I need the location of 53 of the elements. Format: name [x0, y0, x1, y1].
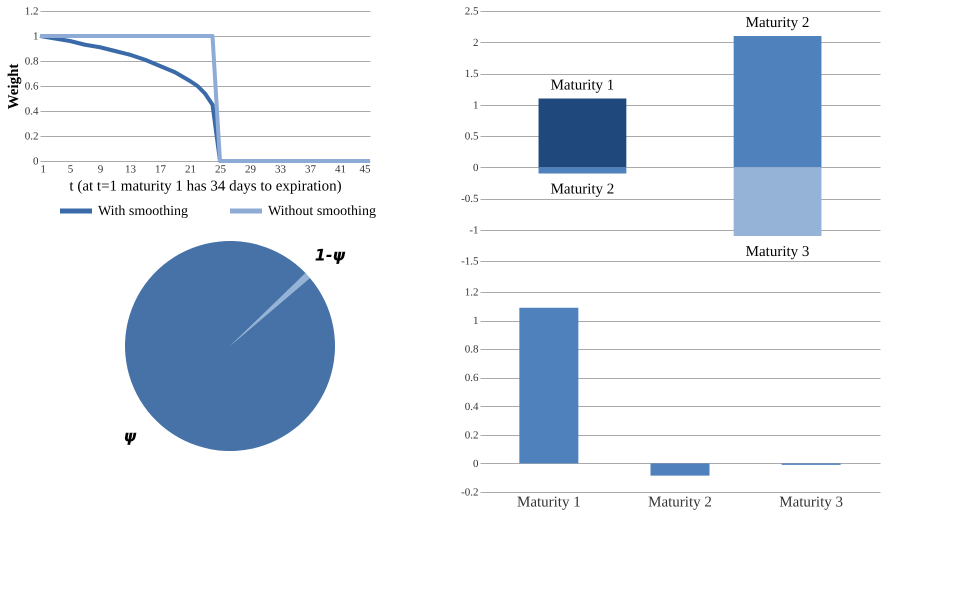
y-tick-label: 2	[473, 36, 478, 49]
x-tick-label: Maturity 3	[779, 494, 844, 510]
bar	[734, 167, 822, 236]
y-tick-label: 2.5	[464, 6, 479, 18]
slice-label: ψ	[124, 426, 137, 446]
x-tick-label: 21	[185, 164, 196, 176]
y-tick-label: 0.5	[464, 130, 479, 142]
bar	[538, 167, 626, 174]
y-tick-label: -0.2	[461, 486, 478, 498]
y-tick-label: -1	[469, 224, 478, 236]
x-tick-label: 29	[245, 164, 256, 176]
bar	[538, 98, 626, 168]
x-tick-label: Maturity 2	[648, 494, 712, 510]
x-tick-label: 9	[98, 164, 104, 176]
x-tick-label: 17	[155, 164, 166, 176]
x-axis-title: t (at t=1 maturity 1 has 34 days to expiration)	[69, 178, 342, 194]
y-tick-label: -1.5	[461, 256, 479, 268]
x-tick-label: 45	[360, 164, 371, 176]
y-tick-label: 0	[33, 156, 39, 168]
series-label: Maturity 2	[746, 15, 810, 31]
series-label: Maturity 1	[550, 78, 614, 94]
line-series	[38, 34, 372, 163]
y-tick-label: 1.2	[24, 6, 38, 18]
y-tick-label: 0.2	[24, 130, 38, 142]
y-tick-label: 1.5	[464, 68, 479, 80]
slice-label: 1-ψ	[314, 245, 346, 264]
y-tick-label: 0.4	[464, 400, 479, 413]
y-tick-label: 0.4	[24, 106, 39, 118]
y-tick-label: 1	[473, 99, 478, 112]
y-tick-label: 1.2	[464, 286, 478, 298]
legend-label: Without smoothing	[268, 204, 376, 219]
y-tick-label: 0.6	[24, 80, 39, 92]
bar	[734, 36, 822, 168]
y-tick-label: 0	[473, 458, 479, 470]
x-tick-label: 25	[215, 164, 226, 176]
x-tick-label: 13	[125, 164, 136, 176]
y-axis-title: Weight	[6, 64, 22, 110]
y-tick-label: 0.8	[24, 56, 39, 68]
x-tick-label: 37	[305, 164, 316, 176]
series-label: Maturity 3	[746, 244, 810, 260]
y-tick-label: 0.6	[464, 372, 479, 384]
x-tick-label: Maturity 1	[516, 494, 581, 510]
y-tick-label: 0.8	[464, 344, 479, 356]
y-tick-label: 1	[473, 315, 478, 328]
y-tick-label: 0	[473, 162, 479, 174]
y-tick-label: 0.2	[464, 429, 478, 442]
x-tick-label: 41	[335, 164, 346, 176]
legend-label: With smoothing	[98, 204, 188, 219]
y-tick-label: -0.5	[461, 193, 479, 205]
y-tick-label: 1	[33, 30, 38, 42]
x-tick-label: 33	[275, 164, 286, 176]
text: Maturity 2	[550, 182, 614, 198]
x-tick-label: 5	[68, 164, 74, 176]
